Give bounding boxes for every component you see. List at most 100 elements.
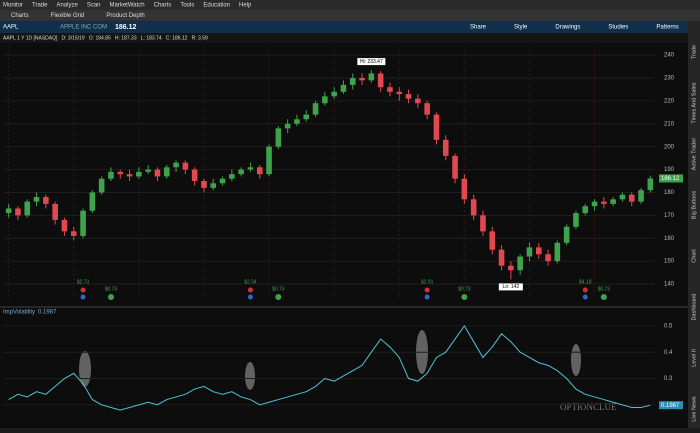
candle-body	[433, 114, 440, 140]
earnings-marker	[245, 362, 255, 390]
earnings-icon[interactable]	[247, 294, 253, 300]
y-tick-label: 140	[664, 282, 675, 288]
candle-body	[377, 73, 384, 88]
candle-body	[80, 210, 86, 236]
dividend-label: $0.73	[598, 286, 611, 292]
earnings-label: $4.18	[579, 279, 592, 285]
menu-item[interactable]: Scan	[87, 3, 101, 9]
tab[interactable]: Charts	[11, 13, 29, 19]
candle-body	[582, 206, 589, 214]
dividend-icon[interactable]	[600, 294, 607, 300]
sidebar-tab[interactable]: Active Trader	[691, 138, 697, 171]
candle-body	[275, 128, 282, 147]
dividend-label: $0.73	[272, 286, 285, 292]
sidebar-tab[interactable]: Level II	[691, 349, 697, 367]
earnings-icon[interactable]	[80, 287, 86, 293]
y-tick-label: 0.3	[664, 376, 673, 382]
candle-body	[554, 242, 561, 262]
candle-body	[442, 139, 449, 156]
last-vol-tag: 0.1987	[661, 403, 680, 409]
last-price-box	[659, 174, 683, 183]
tab[interactable]: Product Depth	[106, 13, 144, 19]
toolbar-button[interactable]: Style	[514, 25, 528, 31]
candle-body	[229, 174, 235, 179]
toolbar-button[interactable]: Patterns	[656, 25, 678, 31]
menu-item[interactable]: MarketWatch	[110, 3, 145, 9]
candle-body	[294, 119, 300, 124]
toolbar	[0, 21, 688, 33]
tab[interactable]: Flexible Grid	[51, 13, 85, 19]
menu-item[interactable]: Analyze	[56, 3, 78, 9]
candle-body	[415, 98, 421, 104]
earnings-marker	[79, 351, 91, 387]
candle-body	[331, 91, 337, 97]
menu-item[interactable]: Trade	[32, 3, 48, 9]
dividend-icon[interactable]	[107, 294, 114, 300]
sidebar-tab[interactable]: Times And Sales	[691, 82, 697, 123]
watermark: OPTIONCLUE	[560, 402, 617, 412]
candle-body	[173, 162, 179, 168]
info: AAPL 1 Y 1D [NASDAQ] D: 3/15/19 O: 184.8…	[3, 35, 208, 41]
candle-body	[52, 203, 58, 220]
last-price: 186.12	[115, 24, 137, 31]
menu-item[interactable]: Charts	[154, 3, 172, 9]
candle-body	[517, 256, 523, 271]
sidebar-tab[interactable]: Big Buttons	[691, 191, 697, 219]
symbol[interactable]: AAPL	[3, 25, 19, 31]
earnings-icon[interactable]	[80, 294, 86, 300]
menu-item[interactable]: Help	[239, 3, 252, 9]
toolbar-button[interactable]: Studies	[608, 25, 628, 31]
sidebar-tab[interactable]: Live News	[691, 396, 697, 422]
candle-body	[535, 247, 542, 255]
earnings-icon[interactable]	[582, 294, 588, 300]
candle-body	[201, 181, 207, 188]
y-tick-label: 230	[664, 76, 675, 82]
candle-body	[396, 91, 403, 95]
candle-body	[340, 84, 347, 92]
sidebar	[688, 21, 700, 428]
candle-body	[210, 183, 217, 188]
toolbar-button[interactable]: Drawings	[555, 25, 580, 31]
candle-body	[591, 201, 598, 207]
candle-body	[480, 215, 486, 232]
y-tick-label: 190	[664, 167, 675, 173]
candle-body	[24, 201, 31, 216]
candle-body	[145, 169, 151, 172]
dividend-icon[interactable]	[275, 294, 282, 300]
menu-item[interactable]: Monitor	[3, 3, 23, 9]
earnings-icon[interactable]	[424, 294, 430, 300]
candle-body	[619, 194, 626, 200]
candle-body	[238, 169, 244, 175]
candle-body	[405, 94, 412, 99]
sidebar-tab[interactable]: Trade	[691, 45, 697, 59]
dividend-label: $0.73	[105, 286, 118, 292]
toolbar-button[interactable]: Share	[470, 25, 487, 31]
menu-item[interactable]: Education	[203, 3, 230, 9]
candle-body	[312, 103, 319, 115]
candle-body	[61, 219, 68, 232]
last-price-tag: 186.12	[661, 176, 680, 182]
candle-body	[349, 78, 356, 85]
dividend-label: $0.73	[458, 286, 471, 292]
candle-body	[322, 96, 328, 104]
candle-body	[126, 174, 133, 177]
earnings-icon[interactable]	[247, 287, 253, 293]
sidebar-tab[interactable]: Dashboard	[691, 294, 697, 321]
dividend-icon[interactable]	[461, 294, 468, 300]
earnings-icon[interactable]	[424, 287, 430, 293]
menu-item[interactable]: Tools	[180, 3, 194, 9]
candle-body	[452, 155, 458, 179]
menu-bar	[0, 0, 700, 10]
candle-body	[136, 171, 142, 177]
candle-body	[601, 201, 607, 204]
y-tick-label: 220	[664, 98, 675, 104]
sidebar-tab[interactable]: Chart	[691, 249, 697, 263]
candle-body	[461, 178, 468, 200]
earnings-label: $2.34	[244, 279, 257, 285]
last-vol-box	[659, 401, 683, 410]
candle-body	[498, 249, 505, 266]
candle-body	[43, 197, 49, 204]
earnings-icon[interactable]	[582, 287, 588, 293]
y-tick-label: 240	[664, 53, 675, 59]
